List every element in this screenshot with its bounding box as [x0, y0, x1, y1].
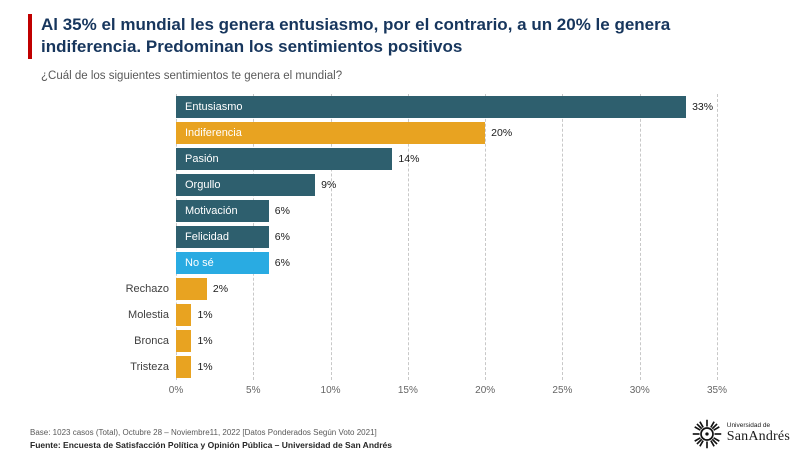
- bar-row: Indiferencia 20%: [176, 120, 717, 146]
- category-label: Tristeza: [130, 360, 169, 373]
- category-label: Molestia: [128, 308, 169, 321]
- bar-row: Molestia 1%: [128, 302, 717, 328]
- value-label: 1%: [197, 360, 213, 373]
- x-tick-label: 0%: [168, 384, 184, 396]
- category-label: Felicidad: [185, 230, 230, 243]
- x-tick-label: 20%: [475, 384, 496, 396]
- bar: [176, 121, 486, 144]
- bar-chart: Entusiasmo 33% Indiferencia 20% Pasión 14% Org…: [41, 93, 727, 400]
- bar-row: Entusiasmo 33%: [176, 94, 717, 120]
- bar-row: Pasión 14%: [176, 146, 717, 172]
- value-label: 2%: [212, 282, 229, 295]
- value-label: 6%: [274, 230, 290, 243]
- gridline: [717, 93, 718, 380]
- bar: [176, 225, 269, 248]
- university-logo-text: Universidad de SanAndrés: [726, 422, 790, 445]
- bar-row: Tristeza 1%: [130, 354, 717, 380]
- bar: [176, 199, 269, 222]
- x-tick-label: 25%: [552, 384, 573, 396]
- x-tick-label: 35%: [706, 384, 728, 396]
- bar-row: Bronca 1%: [134, 328, 717, 354]
- x-tick-label: 10%: [320, 384, 341, 396]
- bar: [176, 251, 269, 274]
- category-label: Bronca: [134, 334, 169, 347]
- x-tick-label: 15%: [397, 384, 418, 396]
- bar: [176, 303, 192, 326]
- gridline: [330, 93, 332, 380]
- university-logo: Universidad de SanAndrés: [692, 419, 790, 449]
- bar: [176, 173, 316, 196]
- footer: Base: 1023 casos (Total), Octubre 28 – N…: [30, 428, 392, 450]
- value-label: 14%: [398, 152, 420, 165]
- bar: [176, 329, 192, 352]
- value-label: 6%: [274, 256, 290, 269]
- bar: [176, 355, 192, 378]
- gridline: [407, 93, 409, 380]
- bar: [176, 277, 207, 300]
- page-title: Al 35% el mundial les genera entusiasmo,…: [28, 14, 718, 59]
- bar-row: Rechazo 2%: [126, 276, 717, 302]
- logo-line1: Universidad de: [726, 422, 771, 430]
- sun-logo-icon: [692, 419, 721, 449]
- plot-area: Entusiasmo 33% Indiferencia 20% Pasión 14% Org…: [126, 93, 718, 380]
- chart-subtitle: ¿Cuál de los siguientes sentimientos te …: [41, 69, 343, 82]
- category-label: Rechazo: [125, 282, 169, 295]
- bar-row: No sé 6%: [176, 250, 717, 276]
- bar: [176, 95, 687, 118]
- bar-row: Motivación 6%: [176, 198, 717, 224]
- gridline: [639, 93, 641, 380]
- value-label: 1%: [197, 308, 213, 321]
- x-tick-label: 5%: [246, 384, 261, 396]
- value-label: 20%: [491, 126, 513, 139]
- value-label: 9%: [321, 178, 337, 191]
- category-label: Indiferencia: [185, 126, 242, 139]
- x-axis: 0% 5% 10% 15% 20% 25% 30% 35%: [169, 384, 727, 400]
- x-tick-label: 30%: [629, 384, 650, 396]
- logo-line2: SanAndrés: [726, 429, 790, 445]
- bar-row: Orgullo 9%: [176, 172, 717, 198]
- gridline: [562, 93, 564, 380]
- bar-row: Felicidad 6%: [176, 224, 717, 250]
- category-label: Orgullo: [185, 178, 221, 191]
- category-label: No sé: [185, 256, 214, 269]
- category-label: Entusiasmo: [185, 100, 243, 113]
- category-label: Motivación: [185, 204, 238, 217]
- category-label: Pasión: [185, 152, 219, 165]
- gridline: [485, 93, 487, 380]
- source-note: Fuente: Encuesta de Satisfacción Polític…: [30, 440, 392, 450]
- value-label: 6%: [274, 204, 290, 217]
- value-label: 1%: [197, 334, 213, 347]
- base-note: Base: 1023 casos (Total), Octubre 28 – N…: [30, 428, 377, 437]
- value-label: 33%: [692, 100, 714, 113]
- bar: [176, 147, 393, 170]
